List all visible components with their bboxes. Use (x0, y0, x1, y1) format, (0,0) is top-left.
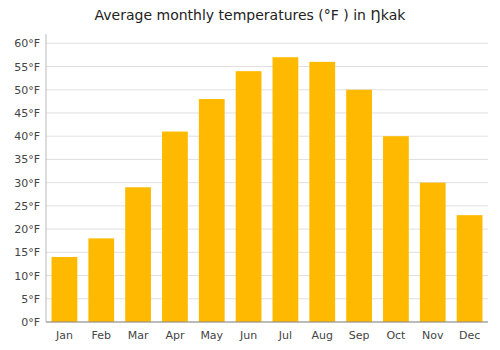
grid-line (46, 66, 488, 67)
grid-line (46, 322, 488, 323)
x-tick-label: Jun (239, 329, 257, 342)
bar (52, 257, 78, 322)
x-tick-label: Jul (278, 329, 292, 342)
x-tick-label: Feb (92, 329, 111, 342)
y-tick-label: 5°F (21, 293, 40, 306)
bars (52, 57, 483, 322)
grid-line (46, 136, 488, 137)
y-axis-line (46, 34, 47, 322)
title: Average monthly temperatures (°F ) in Ŋk… (95, 7, 407, 23)
y-tick-label: 40°F (14, 130, 40, 143)
y-tick-labels: 0°F 5°F 10°F 15°F 20°F 25°F 30°F 35°F 40°F 45°F 50… (14, 37, 40, 329)
y-tick-label: 15°F (14, 246, 40, 259)
bar (162, 132, 188, 322)
bar (346, 90, 372, 322)
bar (383, 136, 409, 322)
bar (199, 99, 225, 322)
x-tick-label: Aug (312, 329, 333, 342)
y-grid (46, 43, 488, 322)
grid-line (46, 112, 488, 113)
x-tick-label: Dec (459, 329, 480, 342)
x-tick-label: Apr (165, 329, 185, 342)
y-tick-label: 10°F (14, 270, 40, 283)
bar (457, 215, 483, 322)
x-tick-label: Sep (349, 329, 370, 342)
y-tick-label: 0°F (21, 316, 40, 329)
grid-line (46, 43, 488, 44)
bar (420, 183, 446, 322)
bar (88, 238, 114, 322)
y-tick-label: 35°F (14, 153, 40, 166)
bar (273, 57, 299, 322)
y-tick-label: 50°F (14, 84, 40, 97)
x-axis-line (46, 322, 488, 323)
bar (125, 187, 151, 322)
y-tick-label: 30°F (14, 177, 40, 190)
bar (309, 62, 335, 322)
grid-line (46, 89, 488, 90)
x-tick-label: Nov (422, 329, 444, 342)
bar (236, 71, 262, 322)
y-tick-label: 25°F (14, 200, 40, 213)
x-tick-label: Mar (128, 329, 149, 342)
x-tick-label: Jan (55, 329, 73, 342)
grid-line (46, 159, 488, 160)
chart: Average monthly temperatures (°F ) in Ŋk… (0, 0, 500, 350)
x-tick-labels: Jan Feb Mar Apr May Jun Jul Aug Sep Oct Nov Dec (55, 329, 480, 342)
y-tick-label: 45°F (14, 107, 40, 120)
x-tick-label: May (200, 329, 223, 342)
page: {"chart_data": {"type": "bar", "title": … (0, 0, 500, 350)
y-tick-label: 20°F (14, 223, 40, 236)
x-tick-label: Oct (386, 329, 406, 342)
y-tick-label: 55°F (14, 61, 40, 74)
y-tick-label: 60°F (14, 37, 40, 50)
